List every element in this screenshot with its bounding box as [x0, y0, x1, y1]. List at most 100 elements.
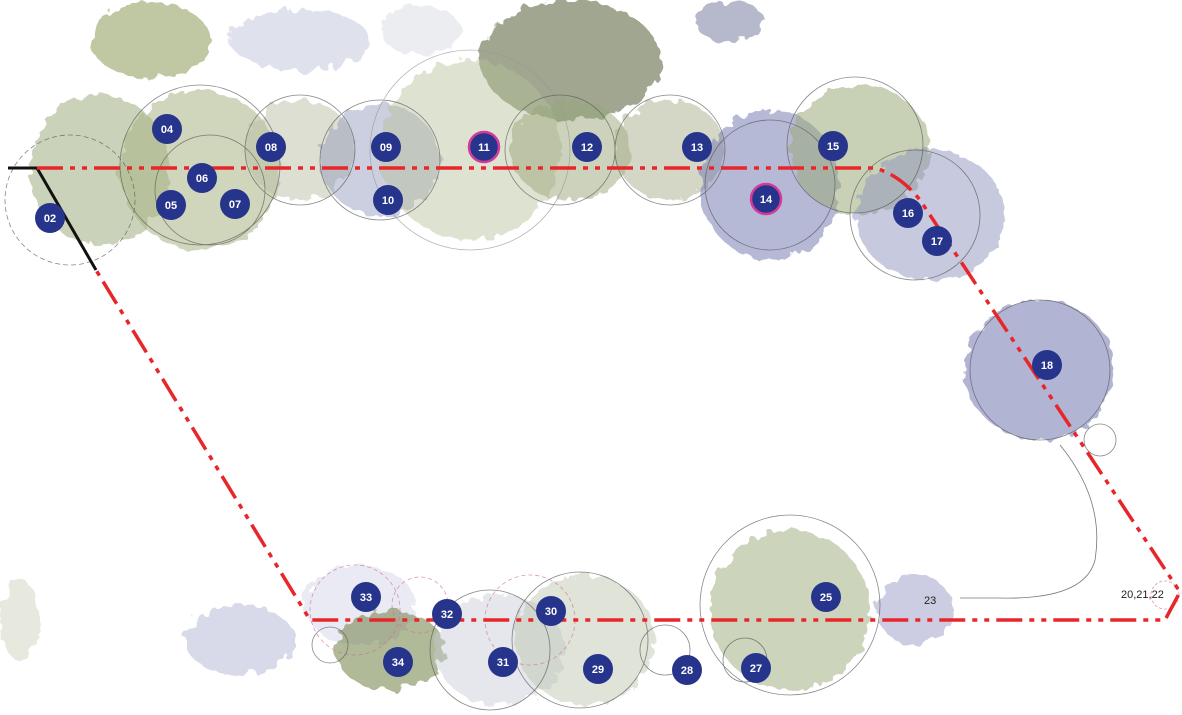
outline-circle — [429, 589, 551, 711]
tree-marker-15[interactable]: 15 — [818, 131, 848, 161]
outline-circle — [699, 514, 881, 696]
tree-marker-circle — [383, 647, 413, 677]
tree-marker-label: 04 — [161, 124, 174, 136]
tree-marker-label: 08 — [265, 142, 277, 154]
canopy — [615, 100, 725, 200]
outline-circle — [704, 119, 836, 251]
tree-marker-13[interactable]: 13 — [682, 132, 712, 162]
tree-marker-label: 14 — [760, 194, 773, 206]
tree-marker-circle — [572, 132, 602, 162]
canopy — [877, 575, 953, 645]
site-boundary — [37, 166, 1182, 622]
outline-circle — [154, 134, 266, 246]
tree-marker-32[interactable]: 32 — [432, 599, 462, 629]
tree-marker-circle — [432, 599, 462, 629]
tree-marker-16[interactable]: 16 — [893, 198, 923, 228]
canopy — [515, 575, 655, 705]
tree-marker-circle — [922, 226, 952, 256]
outline-circle — [311, 626, 349, 664]
tree-marker-28[interactable]: 28 — [672, 655, 702, 685]
outline-circle — [969, 299, 1111, 441]
tree-marker-circle — [536, 596, 566, 626]
tree-marker-label: 32 — [441, 609, 453, 621]
tree-marker-17[interactable]: 17 — [922, 226, 952, 256]
tree-marker-circle — [467, 130, 501, 164]
tree-marker-label: 06 — [196, 173, 208, 185]
tree-marker-label: 17 — [931, 236, 943, 248]
tree-marker-layer: 02 04 05 06 07 08 09 10 11 12 13 14 15 16 17 18 25 27 28 29… — [35, 114, 1062, 685]
tree-marker-33[interactable]: 33 — [351, 582, 381, 612]
tree-marker-04[interactable]: 04 — [152, 114, 182, 144]
outline-circle — [614, 94, 726, 206]
tree-marker-label: 28 — [681, 665, 693, 677]
tree-marker-circle — [152, 114, 182, 144]
canopy — [380, 5, 460, 55]
tree-marker-label: 25 — [820, 592, 832, 604]
canopy — [710, 530, 870, 690]
outline-circle — [639, 624, 691, 676]
outline-circle — [786, 76, 924, 214]
tree-marker-circle — [351, 582, 381, 612]
outline-circle — [849, 149, 981, 281]
tree-marker-label: 02 — [44, 213, 56, 225]
tree-marker-25[interactable]: 25 — [811, 582, 841, 612]
tree-marker-05[interactable]: 05 — [156, 190, 186, 220]
label-20-21-22: 20,21,22 — [1121, 589, 1164, 601]
tree-marker-06[interactable]: 06 — [187, 163, 217, 193]
tree-marker-circle — [811, 582, 841, 612]
tree-marker-label: 30 — [545, 606, 557, 618]
tree-marker-label: 15 — [827, 141, 839, 153]
tree-marker-label: 29 — [592, 664, 604, 676]
tree-marker-08[interactable]: 08 — [256, 132, 286, 162]
tree-marker-label: 34 — [392, 657, 405, 669]
tree-marker-27[interactable]: 27 — [741, 653, 771, 683]
outline-circle — [511, 571, 649, 709]
tree-marker-label: 12 — [581, 142, 593, 154]
tree-marker-09[interactable]: 09 — [371, 132, 401, 162]
tree-marker-34[interactable]: 34 — [383, 647, 413, 677]
edge-line — [35, 167, 98, 271]
tree-marker-11[interactable]: 11 — [467, 130, 501, 164]
tree-marker-circle — [583, 654, 613, 684]
outline-circle — [319, 99, 441, 221]
canopy — [90, 2, 210, 78]
tree-marker-31[interactable]: 31 — [488, 647, 518, 677]
outline-circle — [1150, 580, 1180, 610]
tree-marker-label: 27 — [750, 663, 762, 675]
outline-circle — [4, 134, 136, 266]
outline-circle — [244, 94, 356, 206]
tree-marker-14[interactable]: 14 — [749, 182, 783, 216]
tree-marker-circle — [818, 131, 848, 161]
canopy-outline-circles — [4, 49, 1180, 711]
tree-marker-circle — [1032, 350, 1062, 380]
canopy — [230, 10, 370, 70]
tree-marker-label: 10 — [382, 195, 394, 207]
tree-marker-label: 31 — [497, 657, 509, 669]
tree-marker-circle — [488, 647, 518, 677]
tree-marker-30[interactable]: 30 — [536, 596, 566, 626]
tree-marker-label: 16 — [902, 208, 914, 220]
tree-marker-circle — [35, 203, 65, 233]
access-path — [960, 444, 1098, 599]
tree-marker-circle — [672, 655, 702, 685]
tree-marker-07[interactable]: 07 — [220, 189, 250, 219]
label-23: 23 — [924, 595, 936, 607]
tree-marker-02[interactable]: 02 — [35, 203, 65, 233]
tree-marker-12[interactable]: 12 — [572, 132, 602, 162]
canopy — [185, 605, 295, 675]
tree-marker-circle — [256, 132, 286, 162]
site-edge-lines — [8, 166, 98, 271]
tree-marker-label: 05 — [165, 200, 177, 212]
tree-marker-circle — [893, 198, 923, 228]
tree-marker-circle — [749, 182, 783, 216]
tree-marker-circle — [156, 190, 186, 220]
tree-marker-18[interactable]: 18 — [1032, 350, 1062, 380]
tree-marker-label: 09 — [380, 142, 392, 154]
outline-circle — [309, 564, 401, 656]
tree-marker-29[interactable]: 29 — [583, 654, 613, 684]
tree-marker-10[interactable]: 10 — [373, 185, 403, 215]
outline-circle — [119, 84, 281, 246]
tree-marker-circle — [373, 185, 403, 215]
tree-marker-label: 33 — [360, 592, 372, 604]
